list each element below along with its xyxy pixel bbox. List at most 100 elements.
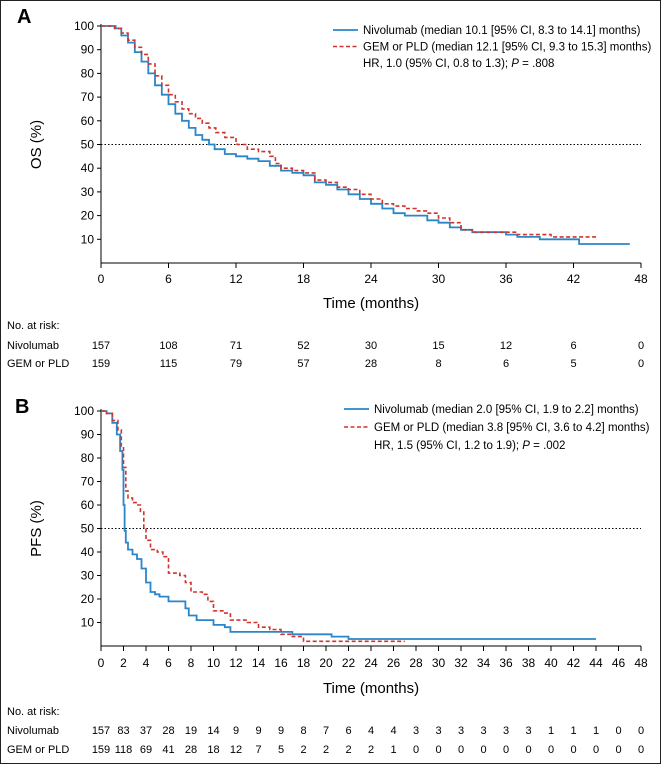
risk-cell: 7: [255, 744, 261, 756]
risk-cell: 5: [570, 358, 576, 370]
p-label: P: [522, 440, 530, 452]
risk-cell: 159: [92, 744, 110, 756]
x-tick-label: 22: [342, 656, 356, 670]
risk-cell: 12: [500, 340, 512, 352]
risk-cell: 2: [300, 744, 306, 756]
risk-cell: 18: [207, 744, 219, 756]
x-tick-label: 10: [207, 656, 221, 670]
risk-row-label: GEM or PLD: [7, 744, 69, 756]
x-tick-label: 28: [409, 656, 423, 670]
risk-cell: 8: [300, 725, 306, 737]
y-tick-label: 50: [81, 138, 95, 152]
y-tick-label: 80: [81, 66, 95, 80]
risk-cell: 0: [638, 340, 644, 352]
panel-label: B: [15, 396, 29, 418]
legend-entry: Nivolumab (median 10.1 [95% CI, 8.3 to 1…: [363, 25, 641, 37]
risk-cell: 0: [638, 725, 644, 737]
risk-table-title: No. at risk:: [7, 320, 60, 332]
x-tick-label: 0: [98, 272, 105, 286]
risk-cell: 1: [390, 744, 396, 756]
x-tick-label: 24: [364, 272, 378, 286]
x-tick-label: 12: [229, 656, 243, 670]
x-tick-label: 48: [634, 272, 648, 286]
x-tick-label: 2: [120, 656, 127, 670]
risk-cell: 1: [570, 725, 576, 737]
y-tick-label: 70: [81, 475, 95, 489]
x-axis-title: Time (months): [323, 295, 419, 312]
risk-cell: 4: [390, 725, 396, 737]
y-axis-title: OS (%): [28, 120, 45, 169]
x-tick-label: 20: [319, 656, 333, 670]
risk-cell: 30: [365, 340, 377, 352]
risk-cell: 0: [480, 744, 486, 756]
series-line-gem-or-pld: [101, 410, 405, 643]
risk-cell: 15: [432, 340, 444, 352]
risk-cell: 115: [160, 358, 178, 370]
x-tick-label: 42: [567, 656, 581, 670]
risk-cell: 0: [593, 744, 599, 756]
x-tick-label: 44: [589, 656, 603, 670]
y-tick-label: 90: [81, 43, 95, 57]
risk-cell: 0: [570, 744, 576, 756]
risk-cell: 0: [413, 744, 419, 756]
risk-cell: 83: [117, 725, 129, 737]
risk-cell: 2: [345, 744, 351, 756]
x-tick-label: 18: [297, 656, 311, 670]
risk-cell: 28: [365, 358, 377, 370]
x-tick-label: 42: [567, 272, 581, 286]
risk-cell: 157: [92, 725, 110, 737]
x-tick-label: 40: [544, 656, 558, 670]
hr-text: HR, 1.0 (95% CI, 0.8 to 1.3);: [363, 58, 511, 70]
x-tick-label: 16: [274, 656, 288, 670]
y-tick-label: 70: [81, 90, 95, 104]
risk-cell: 0: [638, 358, 644, 370]
risk-cell: 3: [503, 725, 509, 737]
risk-cell: 1: [593, 725, 599, 737]
y-tick-label: 30: [81, 185, 95, 199]
risk-row-label: Nivolumab: [7, 340, 59, 352]
x-tick-label: 18: [297, 272, 311, 286]
risk-cell: 118: [115, 744, 133, 756]
y-tick-label: 30: [81, 569, 95, 583]
y-axis-title: PFS (%): [28, 500, 45, 557]
risk-cell: 159: [92, 358, 110, 370]
x-tick-label: 26: [387, 656, 401, 670]
risk-cell: 1: [548, 725, 554, 737]
risk-cell: 0: [615, 725, 621, 737]
p-value: = .808: [519, 58, 555, 70]
x-tick-label: 6: [165, 656, 172, 670]
risk-cell: 3: [413, 725, 419, 737]
x-tick-label: 36: [499, 656, 513, 670]
risk-cell: 0: [503, 744, 509, 756]
risk-cell: 0: [525, 744, 531, 756]
x-tick-label: 4: [143, 656, 150, 670]
risk-cell: 3: [435, 725, 441, 737]
risk-cell: 5: [278, 744, 284, 756]
x-tick-label: 12: [229, 272, 243, 286]
risk-cell: 157: [92, 340, 110, 352]
y-tick-label: 100: [74, 404, 94, 418]
risk-cell: 9: [278, 725, 284, 737]
risk-cell: 3: [458, 725, 464, 737]
risk-cell: 2: [323, 744, 329, 756]
x-tick-label: 6: [165, 272, 172, 286]
x-tick-label: 38: [522, 656, 536, 670]
risk-row-label: GEM or PLD: [7, 358, 69, 370]
risk-cell: 79: [230, 358, 242, 370]
legend-entry: Nivolumab (median 2.0 [95% CI, 1.9 to 2.…: [374, 404, 639, 416]
risk-row-label: Nivolumab: [7, 725, 59, 737]
y-tick-label: 90: [81, 428, 95, 442]
risk-table-title: No. at risk:: [7, 706, 60, 718]
x-tick-label: 24: [364, 656, 378, 670]
hazard-ratio-text: HR, 1.0 (95% CI, 0.8 to 1.3); P = .808: [363, 58, 554, 70]
risk-cell: 9: [255, 725, 261, 737]
y-tick-label: 40: [81, 545, 95, 559]
y-tick-label: 60: [81, 114, 95, 128]
y-tick-label: 10: [81, 232, 95, 246]
risk-cell: 0: [615, 744, 621, 756]
p-value: = .002: [530, 440, 566, 452]
x-tick-label: 30: [432, 272, 446, 286]
